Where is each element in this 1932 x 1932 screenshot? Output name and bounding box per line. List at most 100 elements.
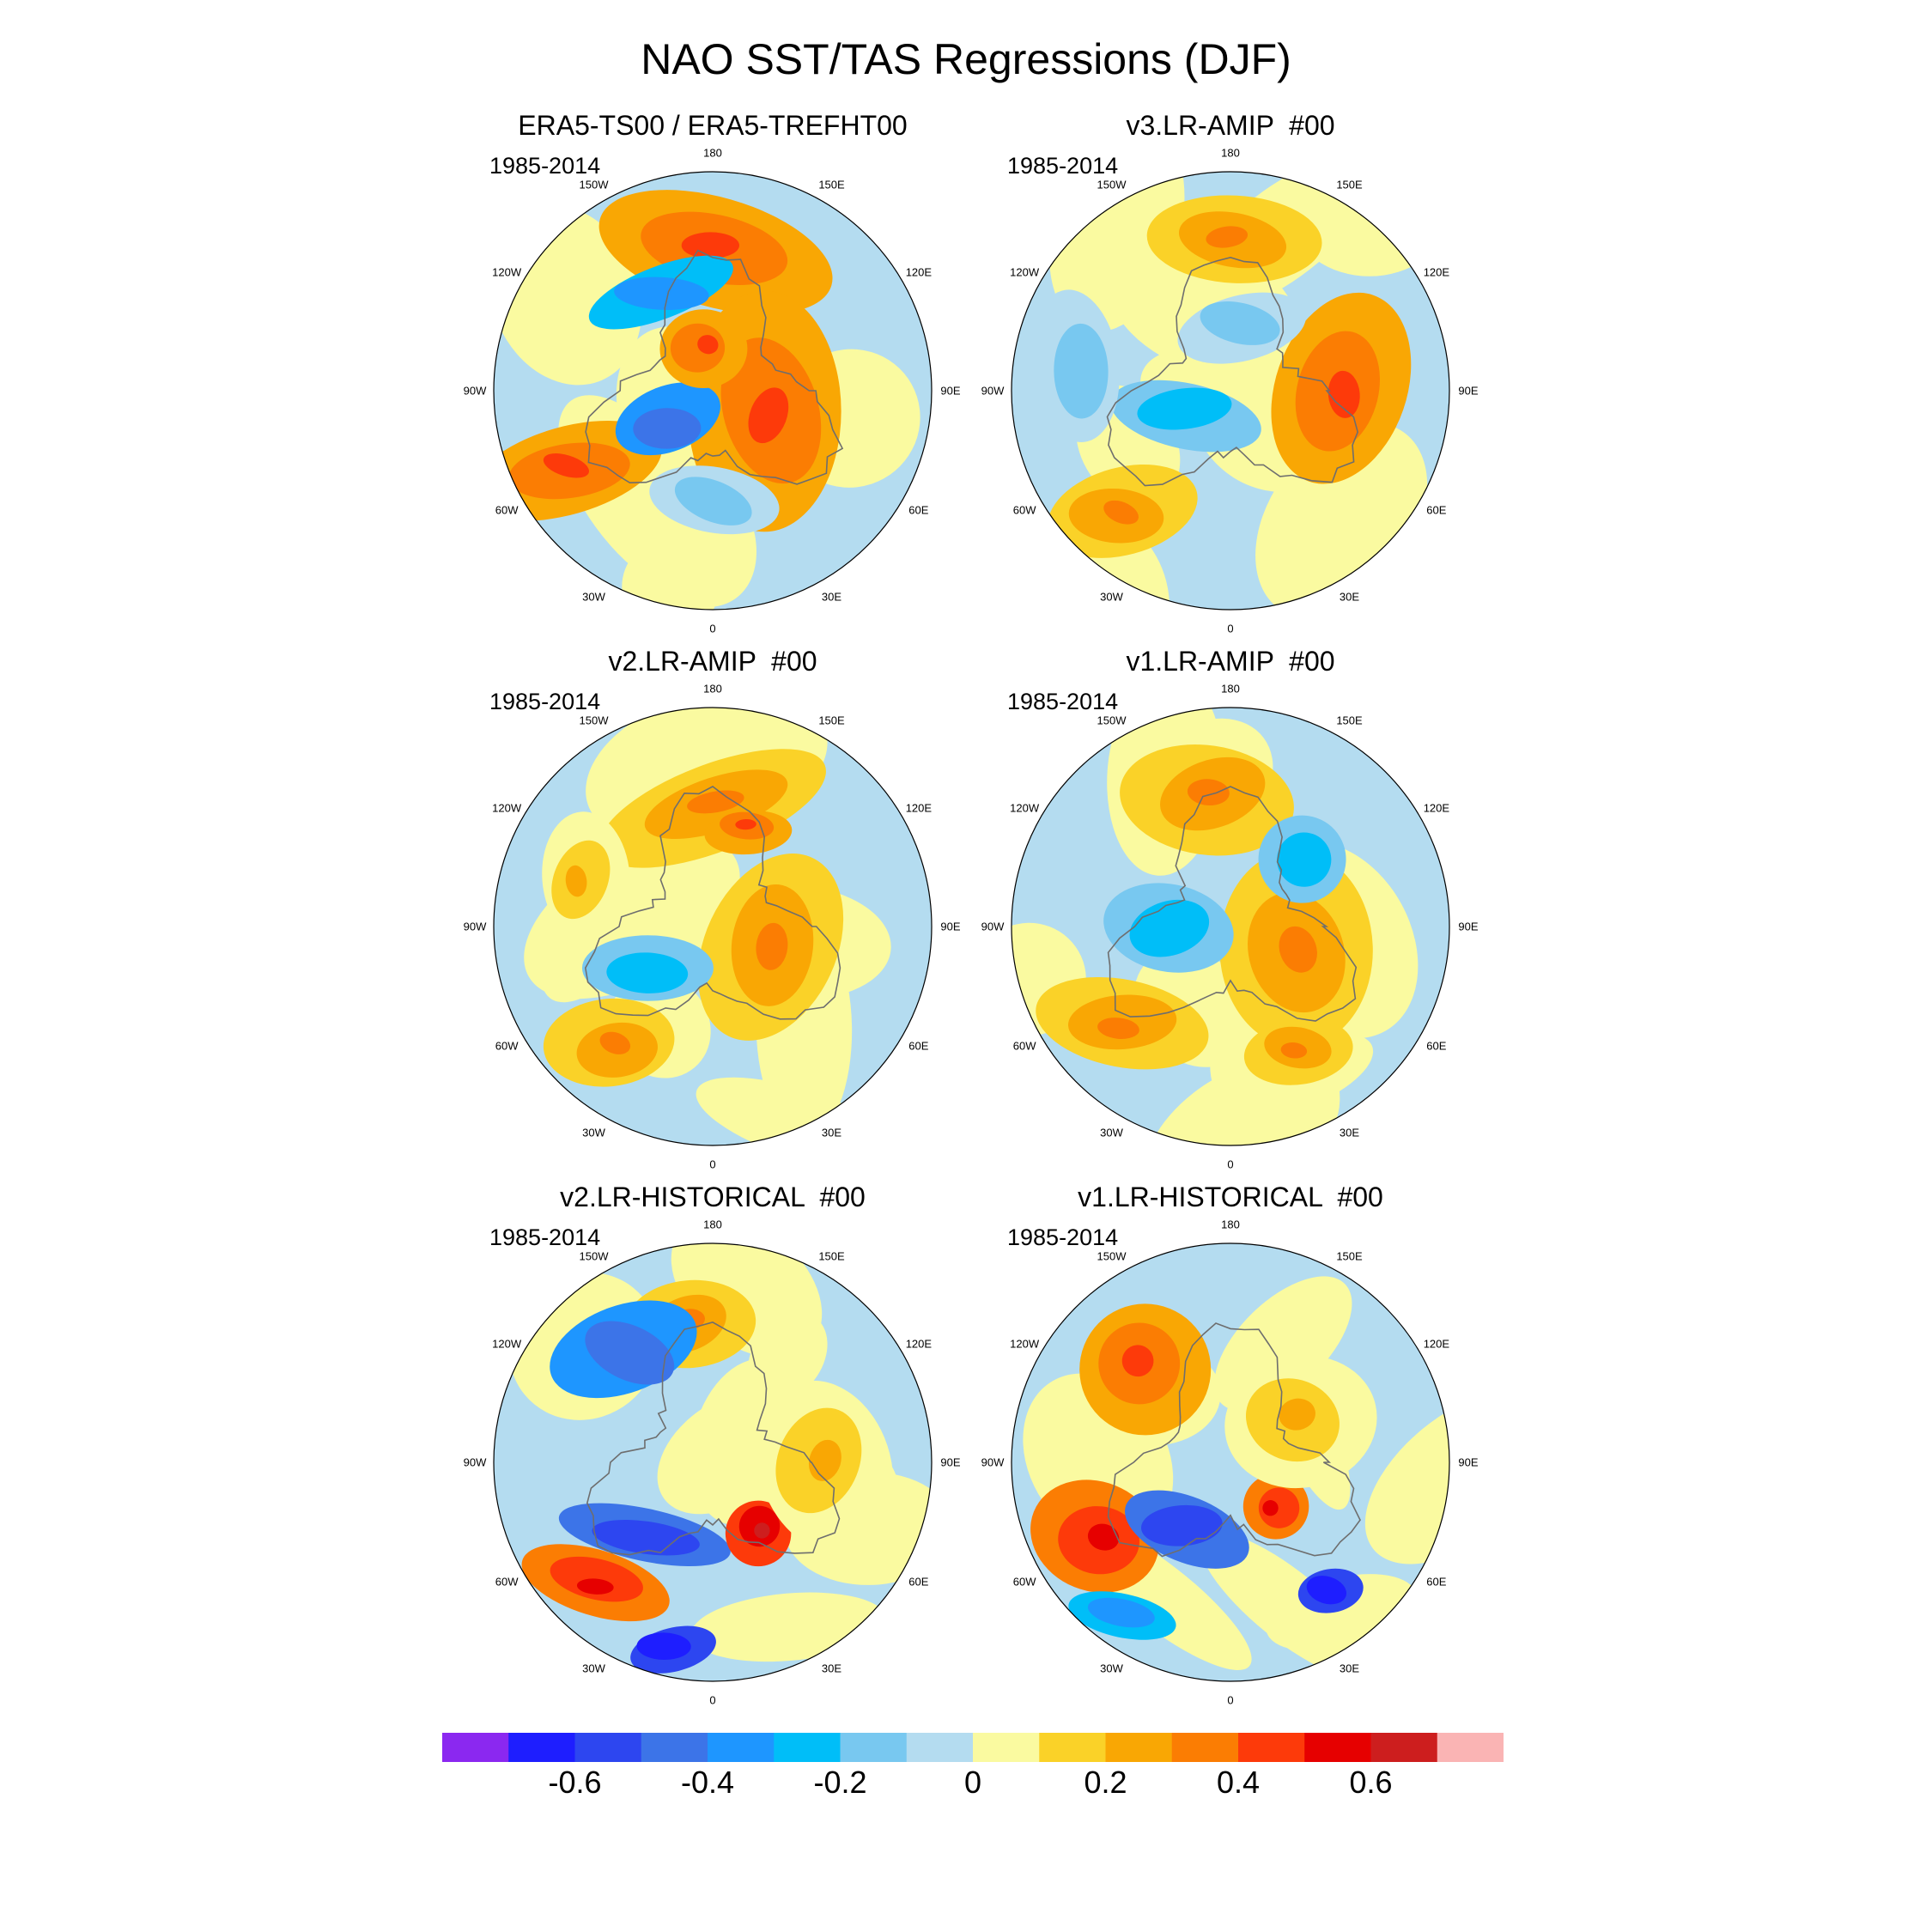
polar-map <box>493 1242 933 1682</box>
longitude-label: 30E <box>1339 1126 1360 1139</box>
longitude-label: 120W <box>1010 1337 1040 1350</box>
longitude-label: 150E <box>818 714 845 727</box>
colorbar-segment <box>1105 1733 1173 1762</box>
regression-field <box>494 172 932 610</box>
field-anomaly <box>735 818 756 830</box>
colorbar-svg <box>442 1733 1504 1762</box>
panel-period: 1985-2014 <box>1007 153 1119 179</box>
longitude-label: 60W <box>495 1575 519 1588</box>
field-anomaly <box>1087 1523 1120 1551</box>
panel-period: 1985-2014 <box>1007 1224 1119 1250</box>
panel-title: ERA5-TS00 / ERA5-TREFHT00 <box>518 110 908 141</box>
longitude-label: 90E <box>940 920 961 933</box>
longitude-label: 90E <box>1458 920 1479 933</box>
longitude-label: 30E <box>1339 1662 1360 1675</box>
longitude-label: 30W <box>1100 1662 1123 1675</box>
longitude-label: 60E <box>1426 1039 1447 1052</box>
colorbar-segment <box>574 1733 642 1762</box>
longitude-label: 120W <box>492 1337 522 1350</box>
longitude-label: 180 <box>703 1218 722 1231</box>
colorbar-segment <box>973 1733 1040 1762</box>
longitude-label: 60W <box>495 1039 519 1052</box>
field-anomaly <box>576 1578 614 1595</box>
longitude-label: 150W <box>579 1249 609 1263</box>
figure-title: NAO SST/TAS Regressions (DJF) <box>641 35 1291 83</box>
field-anomaly <box>697 335 719 355</box>
field-anomaly <box>687 790 744 814</box>
map-boundary <box>493 1242 933 1682</box>
longitude-label: 180 <box>703 682 722 696</box>
field-anomaly <box>1141 1504 1223 1546</box>
colorbar-tick-label: -0.6 <box>548 1765 602 1800</box>
field-anomaly <box>1200 301 1280 345</box>
field-anomaly <box>543 453 589 478</box>
map-panel: ERA5-TS00 / ERA5-TREFHT00 1985-2014 180 150… <box>455 110 970 642</box>
map-boundary <box>1011 171 1450 611</box>
longitude-label: 30W <box>1100 1126 1123 1139</box>
field-anomaly <box>585 1321 675 1385</box>
longitude-label: 60E <box>1426 503 1447 516</box>
longitude-label: 120E <box>1423 265 1450 278</box>
field-anomaly <box>748 387 789 444</box>
longitude-label: 30W <box>1100 590 1123 604</box>
longitude-label: 0 <box>1227 1157 1234 1171</box>
map-panel: v1.LR-AMIP #00 1985-2014 180 150E 120E 90E 60E… <box>973 646 1488 1178</box>
panel-title: v1.LR-AMIP #00 <box>1126 646 1335 677</box>
regression-field <box>1012 172 1449 610</box>
field-anomaly <box>1137 387 1232 430</box>
longitude-label: 30E <box>1339 590 1360 604</box>
map-panel: v3.LR-AMIP #00 1985-2014 180 150E 120E 90E 60E… <box>973 110 1488 642</box>
longitude-label: 0 <box>709 1693 716 1707</box>
colorbar-tick-label: -0.2 <box>813 1765 867 1800</box>
longitude-label: 120E <box>905 265 933 278</box>
field-anomaly <box>1277 832 1332 887</box>
regression-field <box>1012 1243 1449 1681</box>
longitude-label: 0 <box>1227 1693 1234 1707</box>
longitude-label: 120E <box>1423 801 1450 814</box>
field-anomaly <box>1280 1042 1308 1059</box>
longitude-label: 0 <box>709 622 716 635</box>
longitude-label: 90W <box>463 1455 487 1469</box>
field-anomaly <box>614 276 709 310</box>
longitude-label: 30W <box>582 1126 605 1139</box>
longitude-label: 90W <box>981 1455 1005 1469</box>
field-patch <box>1293 172 1446 276</box>
longitude-label: 90E <box>940 1455 961 1469</box>
longitude-label: 90E <box>1458 384 1479 398</box>
colorbar <box>442 1733 1504 1766</box>
longitude-label: 120W <box>492 265 522 278</box>
field-anomaly <box>1187 779 1230 806</box>
field-patch <box>1146 1063 1290 1145</box>
longitude-label: 120E <box>905 801 933 814</box>
longitude-label: 60W <box>1012 1575 1036 1588</box>
longitude-label: 60E <box>1426 1575 1447 1588</box>
coastline <box>1107 1322 1361 1558</box>
polar-map <box>493 171 933 611</box>
longitude-label: 120W <box>1010 801 1040 814</box>
field-anomaly <box>1262 1500 1279 1516</box>
map-panel: v2.LR-AMIP #00 1985-2014 180 150E 120E 90E 60E… <box>455 646 970 1178</box>
field-anomaly <box>1097 1018 1139 1039</box>
longitude-label: 90W <box>981 384 1005 398</box>
longitude-label: 60E <box>908 1039 929 1052</box>
map-panel: v2.LR-HISTORICAL #00 1985-2014 180 150E 120E… <box>455 1182 970 1714</box>
field-anomaly <box>1258 1487 1300 1528</box>
longitude-label: 30E <box>821 1126 842 1139</box>
coastline <box>1106 256 1359 487</box>
panel-period: 1985-2014 <box>489 689 601 714</box>
longitude-label: 90W <box>463 384 487 398</box>
coastline <box>585 249 844 485</box>
colorbar-segment <box>1039 1733 1106 1762</box>
map-boundary <box>1011 707 1450 1146</box>
longitude-label: 30E <box>821 590 842 604</box>
panel-title: v2.LR-AMIP #00 <box>608 646 817 677</box>
longitude-label: 180 <box>1221 146 1240 160</box>
longitude-label: 30W <box>582 590 605 604</box>
longitude-label: 60W <box>1012 1039 1036 1052</box>
panel-period: 1985-2014 <box>489 1224 601 1250</box>
longitude-label: 30E <box>821 1662 842 1675</box>
longitude-label: 150W <box>579 178 609 191</box>
colorbar-segment <box>840 1733 908 1762</box>
field-anomaly <box>1121 1345 1154 1377</box>
polar-map <box>1011 707 1450 1146</box>
